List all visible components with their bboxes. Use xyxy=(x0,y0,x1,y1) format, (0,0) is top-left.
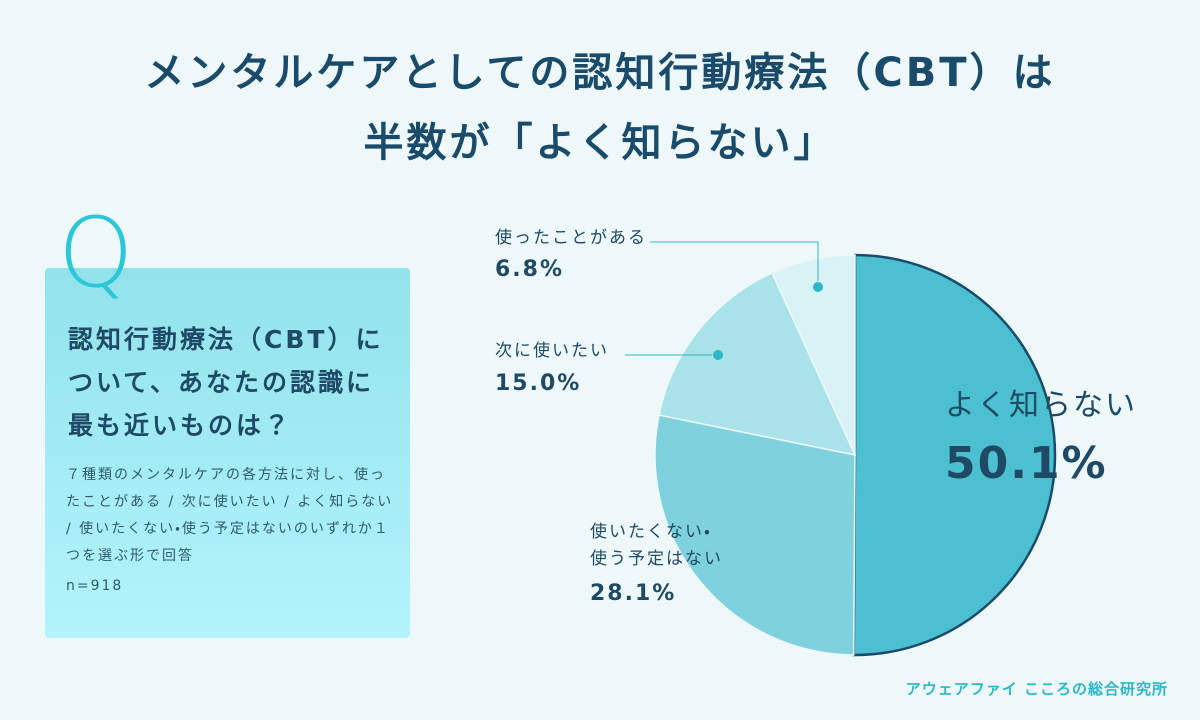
leader-dot xyxy=(713,350,723,360)
slice-label-line: 使いたくない・ xyxy=(590,521,712,542)
leader-dot xyxy=(813,282,823,292)
title-line: メンタルケアとしての認知行動療法（CBT）は xyxy=(144,50,1056,96)
value-label: 6.8% xyxy=(495,257,564,282)
footer: アウェアファイ こころの総合研究所 xyxy=(905,680,1168,698)
slice-label-line: 使う予定はない xyxy=(590,548,723,569)
value-label: 50.1% xyxy=(945,438,1108,489)
value-label: 28.1% xyxy=(590,581,676,606)
slice-label: 使いたくない・使う予定はない xyxy=(590,521,723,569)
pie-slice xyxy=(654,414,856,656)
slice-label: 使ったことがある xyxy=(495,227,647,248)
question-box xyxy=(45,268,410,638)
slice-label: 次に使いたい xyxy=(495,340,609,361)
title-line: 半数が「よく知らない」 xyxy=(363,120,837,166)
pie-slice xyxy=(852,253,1057,657)
leader-line xyxy=(650,241,819,281)
q-mark: Q xyxy=(58,197,134,309)
slice-label: よく知らない xyxy=(945,388,1137,423)
question: 認知行動療法（CBT）について、あなたの認識に最も近いものは？ xyxy=(68,325,384,440)
value-label: 15.0% xyxy=(495,371,581,396)
sample-size: n=918 xyxy=(66,578,124,594)
pie-slice xyxy=(771,254,856,456)
pie-slice xyxy=(658,271,857,457)
description: ７種類のメンタルケアの各方法に対し、使ったことがある / 次に使いたい / よく… xyxy=(66,467,394,564)
